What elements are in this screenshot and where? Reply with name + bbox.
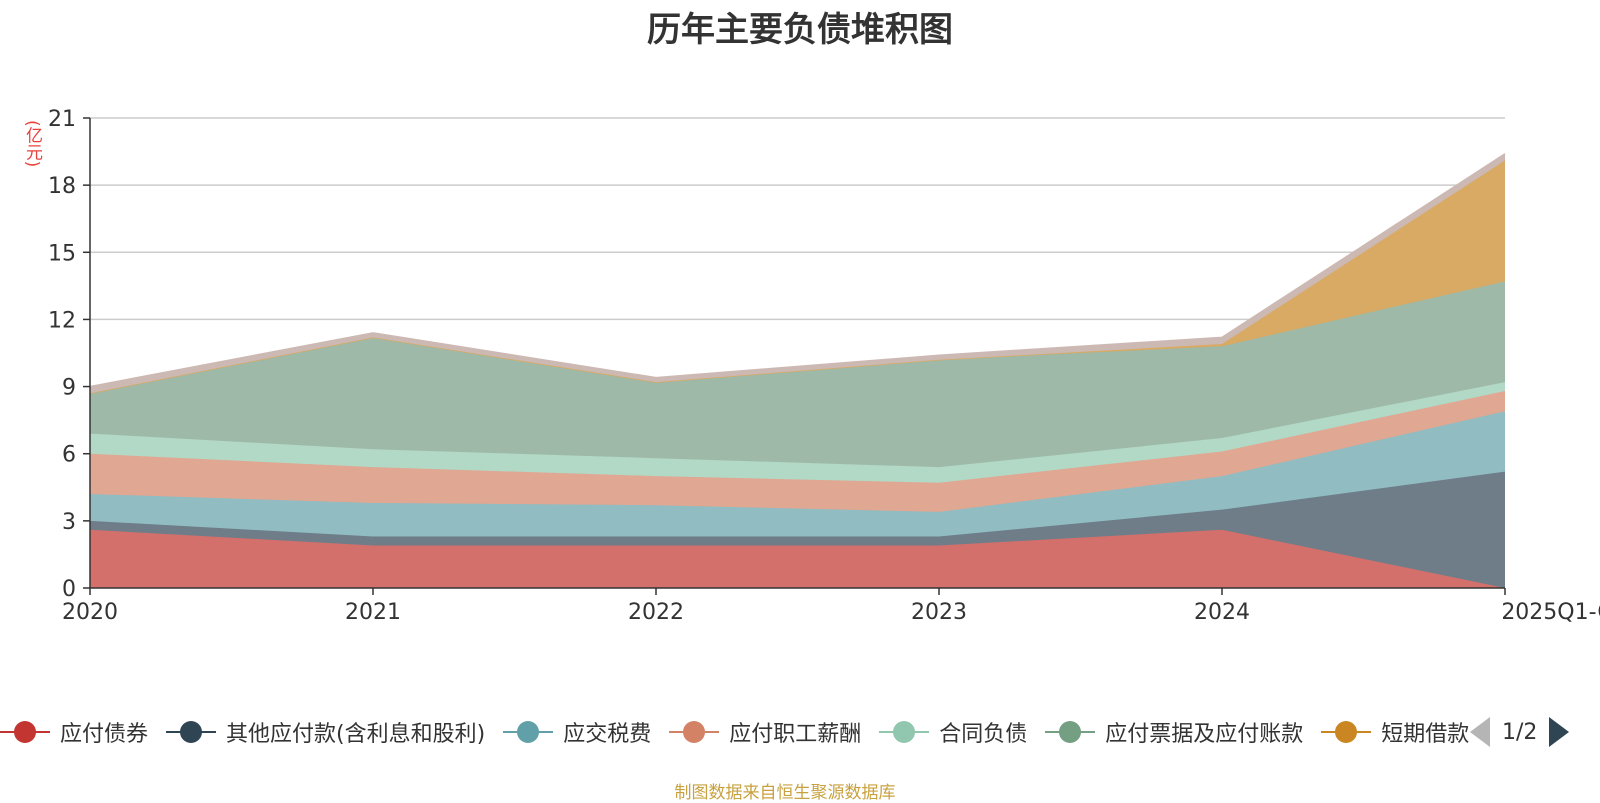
y-tick-label: 12	[48, 308, 76, 333]
stacked-areas	[89, 153, 1506, 589]
area-其他应付款(含利息和股利)	[90, 471, 1505, 588]
legend-item[interactable]: 应付票据及应付账款	[1045, 712, 1303, 752]
area-合同负债	[90, 382, 1505, 483]
x-tick-label: 2021	[345, 600, 401, 625]
legend-item[interactable]: 应付债券	[0, 712, 148, 752]
y-tick-label: 9	[62, 376, 76, 401]
y-tick-label: 6	[62, 443, 76, 468]
legend-marker-icon	[669, 720, 720, 744]
legend: 应付债券 其他应付款(含利息和股利) 应交税费 应付职工薪酬 合同负债 应付票据及应付账款…	[0, 712, 1480, 752]
legend-item[interactable]: 其他应付款(含利息和股利)	[166, 712, 485, 752]
y-tick-label: 18	[48, 174, 76, 199]
x-tick-label: 2024	[1194, 600, 1250, 625]
x-tick-label: 2022	[628, 600, 684, 625]
area-应付职工薪酬	[90, 391, 1505, 512]
source-note: 制图数据来自恒生聚源数据库	[674, 783, 896, 803]
y-tick-label: 21	[48, 107, 76, 132]
legend-marker-icon	[1321, 720, 1372, 744]
area-应付票据及应付账款	[90, 281, 1505, 468]
chart-plot: 0 3 6 9 12 15 18 21 2020 2021 2022 2023 2024 2025Q1-Q…	[48, 107, 1600, 625]
area-应交税费	[90, 411, 1505, 537]
legend-marker-icon	[0, 720, 50, 744]
chart-title: 历年主要负债堆积图	[647, 10, 953, 50]
x-tick-label: 2023	[911, 600, 967, 625]
legend-marker-icon	[503, 720, 554, 744]
legend-label: 应付票据及应付账款	[1105, 722, 1304, 747]
legend-label: 合同负债	[939, 722, 1028, 747]
y-tick-label: 3	[62, 510, 76, 535]
series-line-其他应付款(含利息和股利)	[89, 470, 1506, 538]
legend-label: 短期借款	[1381, 722, 1470, 747]
legend-page-indicator: 1/2	[1502, 719, 1538, 745]
axes: 0 3 6 9 12 15 18 21 2020 2021 2022 2023 2024 2025Q1-Q…	[48, 107, 1600, 625]
y-tick-label: 15	[48, 241, 76, 266]
legend-item[interactable]: 应交税费	[503, 712, 651, 752]
area-应付债券	[90, 529, 1505, 588]
legend-marker-icon	[166, 720, 217, 744]
legend-item[interactable]: 合同负债	[879, 712, 1027, 752]
legend-marker-icon	[879, 720, 930, 744]
legend-label: 应交税费	[563, 722, 652, 747]
x-tick-label: 2020	[62, 600, 118, 625]
legend-item[interactable]: 短期借款	[1321, 712, 1469, 752]
x-tick-label: 2025Q1-Q3	[1501, 600, 1600, 625]
legend-label: 应付职工薪酬	[729, 722, 862, 747]
y-axis-unit-label: (亿元)	[22, 120, 42, 168]
legend-prev-arrow-icon[interactable]	[1470, 717, 1490, 747]
legend-next-arrow-icon[interactable]	[1549, 717, 1570, 747]
legend-label: 应付债券	[60, 722, 149, 747]
series-line-其他	[89, 153, 1506, 388]
legend-pager: 1/2	[1470, 712, 1570, 752]
legend-item[interactable]: 应付职工薪酬	[669, 712, 861, 752]
legend-label: 其他应付款(含利息和股利)	[226, 722, 486, 747]
legend-marker-icon	[1045, 720, 1096, 744]
y-tick-label: 0	[62, 577, 76, 602]
